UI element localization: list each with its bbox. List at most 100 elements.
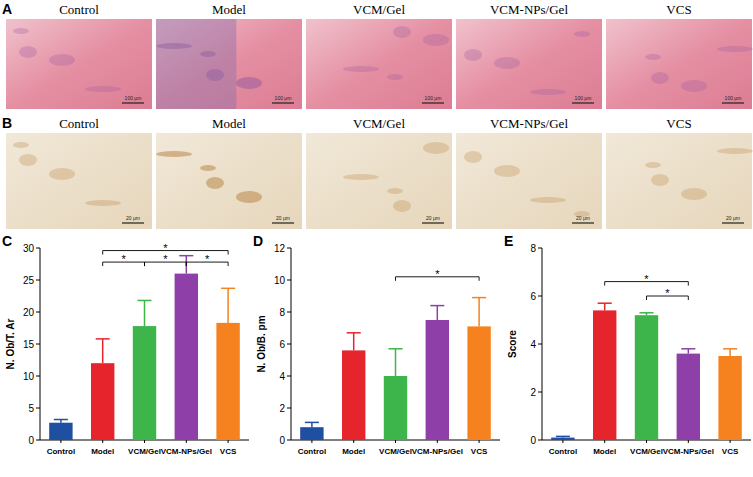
texture [530,89,566,95]
x-tick [353,440,354,443]
error-cap [137,300,151,302]
error-bar [54,420,68,423]
y-tick [36,440,40,441]
scale-bar-label: 20 μm [426,215,440,221]
panel-label: VCS [666,116,691,131]
scale-bar [122,102,144,103]
significance-label: * [205,253,210,265]
y-tick-label: 0 [28,435,34,446]
y-tick-label: 15 [23,339,35,350]
error-cap [305,422,319,424]
x-tick-label: VCM-NPs/Gel [663,447,714,456]
texture [717,148,753,154]
error-stem [102,339,104,363]
texture [13,142,29,148]
error-cap [54,419,68,421]
texture [393,200,411,212]
x-tick-label: VCS [220,447,237,456]
y-tick [36,344,40,345]
error-cap [430,305,444,307]
y-tick [36,376,40,377]
y-tick-label: 0 [279,435,285,446]
texture [156,19,236,109]
error-cap [388,348,402,350]
axis-label: N. Ob/B. pm [256,315,267,372]
panel-label: VCM-NPs/Gel [490,116,568,131]
error-bar [347,333,361,351]
panel-label: Model [212,116,246,131]
bar [426,320,449,440]
x-tick [646,440,647,443]
scale-bar-label: 20 μm [576,215,590,221]
panel-letter: C [2,233,12,249]
error-bar [723,349,737,356]
y-tick-label: 8 [279,307,285,318]
error-bar [430,306,444,320]
bar [300,427,323,440]
significance-label: * [163,242,168,254]
scale-bar-label: 20 μm [726,215,740,221]
x-tick [228,440,229,443]
micrograph [456,19,602,109]
axis-label: N. Ob/T. Ar [5,319,16,370]
texture [464,49,482,61]
texture [423,142,449,154]
bar [718,356,741,440]
y-tick-label: 0 [530,435,536,446]
chart: EScore02468ControlModelVCM/GelVCM-NPs/Ge… [504,233,751,456]
texture [19,154,37,166]
bar [635,315,658,440]
texture [645,54,661,60]
scale-bar-label: 100 μm [125,95,142,101]
x-tick-label: VCM/Gel [128,447,161,456]
error-cap [472,297,486,299]
scale-bar-label: 100 μm [275,95,292,101]
panel-label: VCM-NPs/Gel [490,2,568,17]
bars [551,303,742,440]
texture [423,34,449,46]
error-bar [305,422,319,427]
y-tick [538,296,542,297]
micrograph [606,19,752,109]
texture [574,31,590,37]
scale-bar [722,102,744,103]
y-tick [287,440,291,441]
x-tick [562,440,563,443]
texture [85,200,121,206]
error-bar [598,303,612,310]
x-tick-label: VCM-NPs/Gel [161,447,212,456]
panel-label: Control [59,2,99,17]
texture [19,46,37,58]
scale-bar [722,222,744,223]
texture [156,151,192,157]
significance-label: * [644,273,649,285]
y-tick [36,408,40,409]
bars [49,256,240,440]
x-tick-label: Model [593,447,616,456]
y-tick [36,312,40,313]
y-tick-label: 30 [23,243,35,254]
x-tick-label: VCM-NPs/Gel [412,447,463,456]
texture [206,177,224,189]
y-tick [538,392,542,393]
error-cap [347,332,361,334]
error-stem [437,306,439,320]
texture [464,151,482,163]
y-tick-label: 25 [23,275,35,286]
x-tick [186,440,187,443]
texture [387,188,403,194]
error-stem [353,333,355,351]
micrograph [306,19,452,109]
y-tick-label: 6 [530,291,536,302]
bar [91,363,114,440]
micrograph [156,133,302,229]
panel-letter: B [2,115,12,131]
texture [85,86,121,92]
error-stem [395,349,397,376]
significance-label: * [163,253,168,265]
y-tick-label: 10 [23,371,35,382]
texture [387,74,403,80]
error-cap [556,436,570,438]
y-tick-label: 5 [28,403,34,414]
scale-bar-label: 100 μm [575,95,592,101]
